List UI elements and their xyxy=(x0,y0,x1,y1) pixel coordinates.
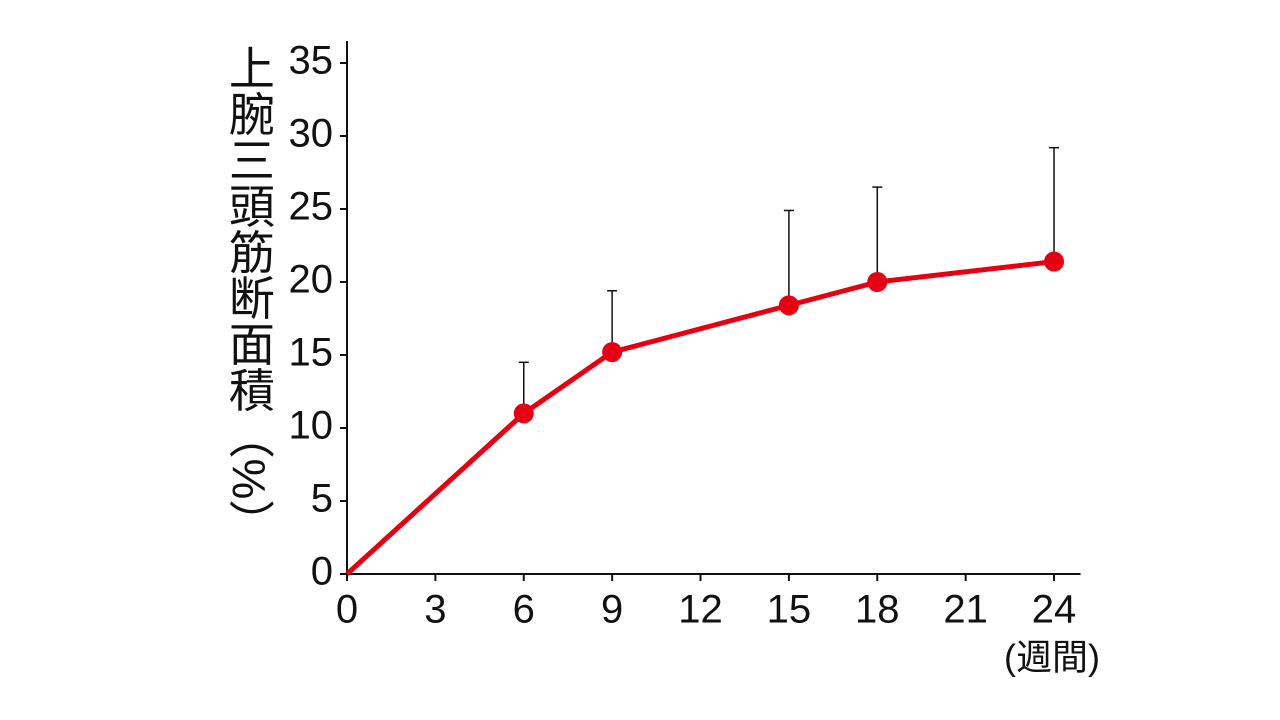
y-tick-label: 25 xyxy=(289,185,334,229)
data-point xyxy=(778,295,799,316)
y-tick-label: 5 xyxy=(311,477,333,521)
data-point xyxy=(602,342,623,363)
x-tick-label: 12 xyxy=(678,588,723,632)
x-tick-label: 3 xyxy=(424,588,446,632)
data-point xyxy=(867,272,888,292)
x-tick-label: 15 xyxy=(767,588,812,632)
x-tick-label: 9 xyxy=(601,588,623,632)
y-tick-label: 30 xyxy=(289,112,334,156)
x-tick-label: 24 xyxy=(1032,588,1077,632)
x-tick-label: 0 xyxy=(336,588,358,632)
line xyxy=(345,259,1055,576)
y-tick-label: 0 xyxy=(311,550,333,594)
data-point xyxy=(513,403,534,424)
data-point xyxy=(1044,251,1065,272)
y-tick-label: 15 xyxy=(289,331,334,375)
x-tick-label: 6 xyxy=(513,588,535,632)
y-tick-label: 35 xyxy=(289,39,334,83)
x-tick-label: 21 xyxy=(943,588,988,632)
y-tick-label: 20 xyxy=(289,258,334,302)
x-tick-label: 18 xyxy=(855,588,900,632)
x-axis-label: (週間) xyxy=(1004,637,1100,678)
y-tick-label: 10 xyxy=(289,404,334,448)
y-axis-label: 上腕三頭筋断面積（%） xyxy=(223,45,275,546)
